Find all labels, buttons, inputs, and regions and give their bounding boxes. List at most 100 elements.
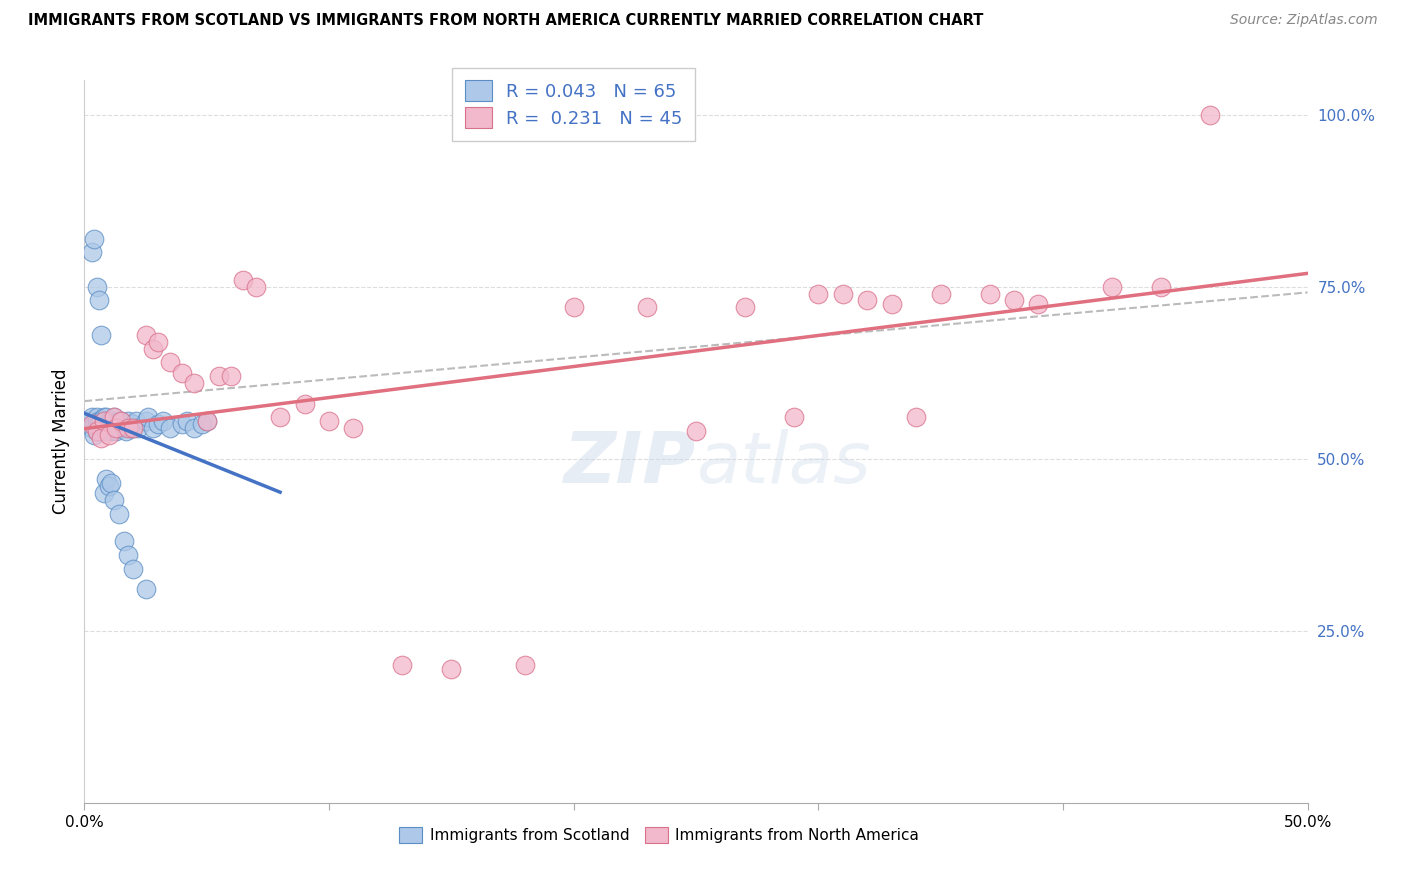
Point <box>107 421 129 435</box>
Point <box>80 417 103 432</box>
Text: ZIP: ZIP <box>564 429 696 498</box>
Legend: Immigrants from Scotland, Immigrants from North America: Immigrants from Scotland, Immigrants fro… <box>394 822 925 849</box>
Point <box>103 493 125 508</box>
Point <box>1101 279 1123 293</box>
Point <box>86 279 108 293</box>
Point <box>1002 293 1025 308</box>
Point <box>269 410 291 425</box>
Point <box>80 410 103 425</box>
Point <box>172 366 194 380</box>
Point <box>87 421 110 435</box>
Point <box>86 424 108 438</box>
Point <box>87 414 110 428</box>
Point <box>90 431 112 445</box>
Point <box>929 286 952 301</box>
Point <box>122 421 145 435</box>
Point <box>391 658 413 673</box>
Point <box>105 424 128 438</box>
Point <box>176 414 198 428</box>
Point <box>1028 297 1050 311</box>
Point <box>80 245 103 260</box>
Point <box>979 286 1001 301</box>
Point <box>122 421 145 435</box>
Point <box>183 421 205 435</box>
Point <box>115 424 138 438</box>
Point <box>122 562 145 576</box>
Point <box>107 414 129 428</box>
Point <box>93 414 115 428</box>
Point <box>342 421 364 435</box>
Point <box>318 414 340 428</box>
Point <box>232 273 254 287</box>
Point <box>90 424 112 438</box>
Point <box>86 414 108 428</box>
Point <box>135 414 157 428</box>
Point <box>112 421 135 435</box>
Point <box>1150 279 1173 293</box>
Point <box>103 421 125 435</box>
Point <box>440 662 463 676</box>
Point <box>135 327 157 342</box>
Point <box>110 414 132 428</box>
Point <box>103 410 125 425</box>
Text: Source: ZipAtlas.com: Source: ZipAtlas.com <box>1230 13 1378 28</box>
Point <box>219 369 242 384</box>
Point <box>86 424 108 438</box>
Point <box>97 421 120 435</box>
Y-axis label: Currently Married: Currently Married <box>52 368 70 515</box>
Point <box>112 534 135 549</box>
Point <box>880 297 903 311</box>
Point <box>142 421 165 435</box>
Point <box>100 475 122 490</box>
Point <box>159 355 181 369</box>
Point <box>513 658 536 673</box>
Point <box>135 582 157 597</box>
Point <box>195 414 218 428</box>
Point <box>110 414 132 428</box>
Point <box>117 421 139 435</box>
Point <box>142 342 165 356</box>
Point <box>783 410 806 425</box>
Point <box>734 301 756 315</box>
Point <box>127 421 149 435</box>
Point <box>83 417 105 432</box>
Point <box>120 421 142 435</box>
Text: atlas: atlas <box>696 429 870 498</box>
Point <box>96 410 118 425</box>
Point <box>117 548 139 562</box>
Point <box>97 427 120 442</box>
Point <box>83 231 105 245</box>
Point <box>107 507 129 521</box>
Point <box>183 376 205 390</box>
Point <box>93 410 115 425</box>
Point <box>83 427 105 442</box>
Point <box>125 414 148 428</box>
Point <box>172 417 194 432</box>
Point <box>105 421 128 435</box>
Point <box>146 334 169 349</box>
Point <box>831 286 853 301</box>
Point <box>245 279 267 293</box>
Point <box>80 421 103 435</box>
Point <box>100 424 122 438</box>
Point <box>117 414 139 428</box>
Point <box>87 293 110 308</box>
Point <box>636 301 658 315</box>
Point <box>86 410 108 425</box>
Point <box>97 414 120 428</box>
Point <box>195 414 218 428</box>
Point <box>96 414 118 428</box>
Point <box>562 301 585 315</box>
Point <box>807 286 830 301</box>
Point <box>146 417 169 432</box>
Point <box>77 414 100 428</box>
Point <box>96 472 118 486</box>
Point <box>294 397 316 411</box>
Point <box>136 410 159 425</box>
Point <box>100 414 122 428</box>
Point <box>152 414 174 428</box>
Point <box>90 414 112 428</box>
Point <box>93 414 115 428</box>
Point <box>905 410 928 425</box>
Point <box>191 417 214 432</box>
